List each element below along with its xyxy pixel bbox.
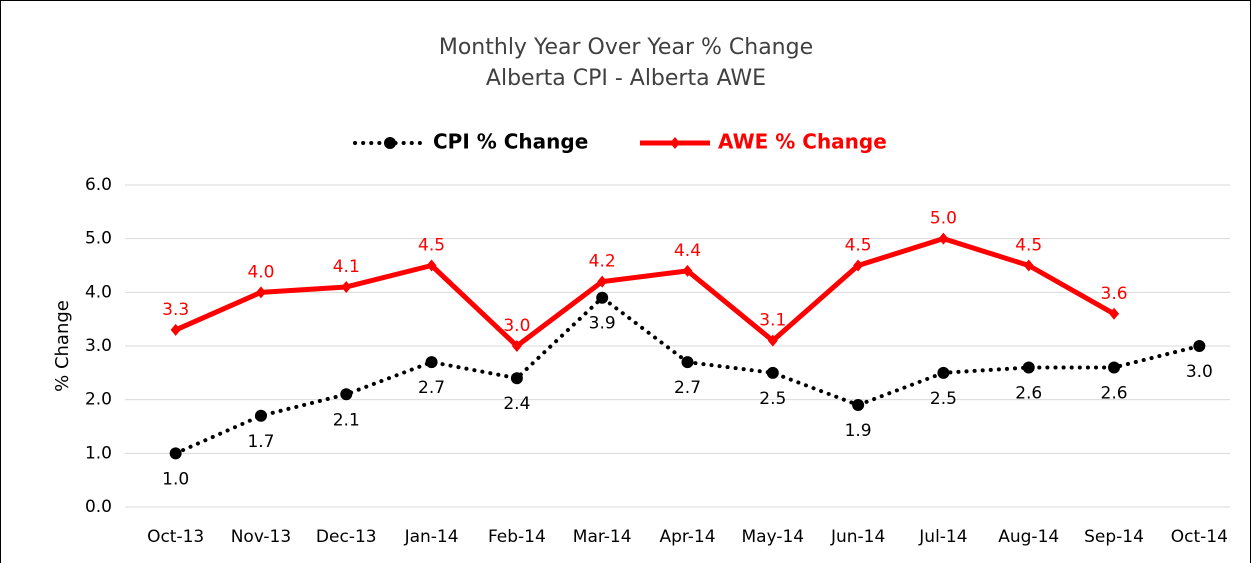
data-point bbox=[1022, 361, 1035, 374]
data-label: 4.5 bbox=[845, 236, 872, 256]
data-label: 2.7 bbox=[674, 378, 701, 398]
x-tick-label: Feb-14 bbox=[488, 527, 546, 547]
data-point bbox=[255, 286, 266, 299]
legend-label: CPI % Change bbox=[433, 130, 588, 154]
x-tick-label: Nov-13 bbox=[231, 527, 292, 547]
y-tick-label: 1.0 bbox=[85, 443, 112, 463]
x-tick-label: Sep-14 bbox=[1084, 527, 1144, 547]
x-tick-label: May-14 bbox=[741, 527, 804, 547]
y-tick-label: 4.0 bbox=[85, 282, 112, 302]
data-label: 3.0 bbox=[1186, 362, 1213, 382]
data-point bbox=[766, 366, 779, 379]
data-point bbox=[1023, 259, 1034, 272]
y-tick-label: 0.0 bbox=[85, 497, 112, 517]
x-tick-label: Oct-13 bbox=[147, 527, 204, 547]
data-label: 1.7 bbox=[247, 432, 274, 452]
chart-subtitle: Alberta CPI - Alberta AWE bbox=[486, 66, 766, 91]
data-label: 2.5 bbox=[930, 389, 957, 409]
data-point bbox=[596, 291, 609, 304]
data-label: 2.7 bbox=[418, 378, 445, 398]
data-point bbox=[682, 264, 693, 277]
data-point bbox=[511, 340, 522, 352]
data-point bbox=[340, 388, 353, 401]
data-label: 3.6 bbox=[1101, 284, 1128, 304]
data-point bbox=[169, 447, 182, 460]
data-point bbox=[853, 259, 864, 272]
data-label: 1.9 bbox=[845, 421, 872, 441]
data-label: 2.6 bbox=[1015, 383, 1042, 403]
data-label: 1.0 bbox=[162, 469, 189, 489]
data-point bbox=[852, 399, 865, 412]
data-point bbox=[425, 356, 438, 369]
data-point bbox=[1193, 340, 1206, 352]
legend-label: AWE % Change bbox=[718, 130, 887, 154]
data-label: 3.9 bbox=[589, 314, 616, 334]
data-point bbox=[254, 409, 267, 422]
data-point bbox=[938, 232, 949, 245]
data-label: 3.1 bbox=[759, 311, 786, 331]
data-label: 2.4 bbox=[503, 394, 530, 414]
chart-title: Monthly Year Over Year % Change bbox=[439, 35, 813, 60]
data-label: 4.5 bbox=[418, 236, 445, 256]
data-point bbox=[170, 323, 181, 336]
data-label: 4.5 bbox=[1015, 236, 1042, 256]
x-tick-label: Aug-14 bbox=[998, 527, 1059, 547]
x-tick-label: Mar-14 bbox=[573, 527, 632, 547]
data-label: 2.1 bbox=[333, 410, 360, 430]
data-label: 4.2 bbox=[589, 252, 616, 272]
data-label: 2.5 bbox=[759, 389, 786, 409]
legend-marker bbox=[670, 137, 680, 149]
data-label: 3.3 bbox=[162, 300, 189, 320]
y-axis-title: % Change bbox=[52, 300, 73, 392]
data-point bbox=[1108, 361, 1121, 374]
data-point bbox=[937, 366, 950, 379]
data-point bbox=[767, 334, 778, 347]
x-tick-label: Jan-14 bbox=[404, 527, 459, 547]
data-point bbox=[341, 280, 352, 293]
data-point bbox=[510, 372, 523, 385]
data-label: 4.4 bbox=[674, 241, 701, 261]
data-label: 5.0 bbox=[930, 209, 957, 229]
data-point bbox=[597, 275, 608, 288]
x-tick-label: Jul-14 bbox=[918, 527, 967, 547]
x-tick-label: Apr-14 bbox=[659, 527, 715, 547]
data-point bbox=[426, 259, 437, 272]
data-label: 4.0 bbox=[247, 262, 274, 282]
x-tick-label: Dec-13 bbox=[316, 527, 377, 547]
x-tick-label: Oct-14 bbox=[1171, 527, 1228, 547]
y-tick-label: 5.0 bbox=[85, 229, 112, 249]
data-point bbox=[1109, 307, 1120, 320]
y-tick-label: 2.0 bbox=[85, 390, 112, 410]
data-label: 4.1 bbox=[333, 257, 360, 277]
data-point bbox=[681, 356, 694, 369]
y-tick-label: 6.0 bbox=[85, 175, 112, 195]
series-line bbox=[174, 236, 1116, 349]
legend-marker bbox=[384, 137, 396, 149]
x-tick-label: Jun-14 bbox=[830, 527, 885, 547]
data-label: 3.0 bbox=[503, 316, 530, 336]
data-label: 2.6 bbox=[1101, 383, 1128, 403]
y-tick-label: 3.0 bbox=[85, 336, 112, 356]
